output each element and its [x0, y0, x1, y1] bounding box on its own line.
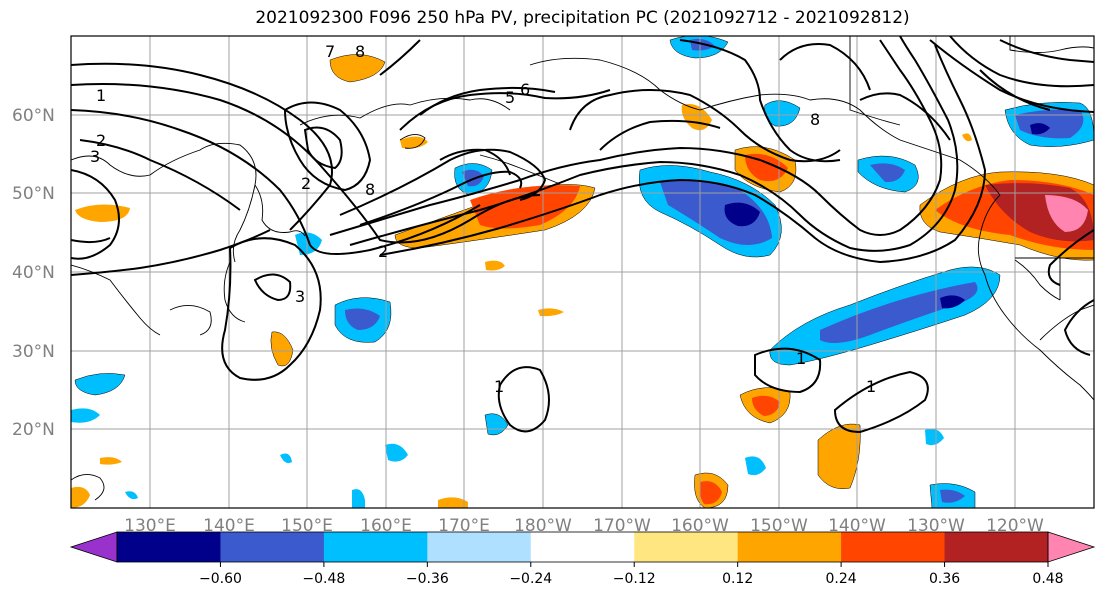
- contour-label: 1: [96, 86, 106, 105]
- contour-label: 8: [810, 110, 820, 129]
- lat-label: 30°N: [12, 342, 55, 362]
- lon-label: 170°W: [593, 516, 651, 536]
- contour-label: 3: [90, 147, 100, 166]
- contour-label: 5: [505, 88, 515, 107]
- lon-label: 140°E: [203, 516, 255, 536]
- graticule: [71, 36, 1094, 508]
- contour-label: 1: [494, 377, 504, 396]
- contour-label: 7: [325, 42, 335, 61]
- colorbar-tick-label: −0.24: [509, 571, 552, 587]
- colorbar-segment: [117, 532, 221, 562]
- colorbar-tick-label: −0.48: [302, 571, 345, 587]
- colorbar-tick-label: −0.12: [613, 571, 656, 587]
- lon-label: 130°E: [124, 516, 176, 536]
- map-frame: [70, 35, 1095, 509]
- colorbar-segment: [634, 532, 739, 562]
- colorbar-extend-high: [1047, 531, 1096, 563]
- lon-label: 160°W: [671, 516, 729, 536]
- contour-label: 1: [866, 377, 876, 396]
- colorbar-tick-label: 0.36: [929, 571, 960, 587]
- contour-label: 3: [295, 287, 305, 306]
- lon-label: 140°W: [828, 516, 886, 536]
- lat-label: 60°N: [12, 106, 55, 126]
- lon-label: 160°E: [360, 516, 412, 536]
- colorbar-tick-label: −0.36: [406, 571, 449, 587]
- colorbar-segment: [944, 532, 1049, 562]
- lon-label: 120°W: [986, 516, 1044, 536]
- contour-label: 2: [378, 242, 388, 261]
- contour-label: 6: [520, 80, 530, 99]
- pv-contours: [71, 36, 1094, 434]
- longitude-labels: 130°E 140°E 150°E 160°E 170°E 180°W 170°…: [124, 516, 1044, 536]
- colorbar-frame: [116, 531, 1049, 563]
- colorbar-segment: [323, 532, 428, 562]
- colorbar-tick-label: 0.24: [826, 571, 857, 587]
- chart-title: 2021092300 F096 250 hPa PV, precipitatio…: [255, 8, 910, 28]
- contour-label: 1: [796, 349, 806, 368]
- colorbar-extend-low: [69, 531, 118, 563]
- lon-label: 180°W: [514, 516, 572, 536]
- colorbar-segment: [220, 532, 325, 562]
- colorbar-segment: [737, 532, 842, 562]
- colorbar-tick-label: −0.60: [199, 571, 242, 587]
- map-plot-area: 1 2 3 5 6 8 2 2 3 1 1 1 8 7 8: [71, 36, 1094, 508]
- contour-label: 2: [96, 131, 106, 150]
- lon-label: 170°E: [438, 516, 490, 536]
- contour-labels: 1 2 3 5 6 8 2 2 3 1 1 1 8 7 8: [90, 42, 876, 396]
- colorbar-segment: [530, 532, 635, 562]
- latitude-labels: 60°N 50°N 40°N 30°N 20°N: [12, 106, 55, 440]
- contour-label: 8: [365, 180, 375, 199]
- lat-label: 50°N: [12, 184, 55, 204]
- colorbar: −0.60 −0.48 −0.36 −0.24 −0.12 0.12 0.24 0.36 0.4…: [69, 531, 1096, 587]
- lon-label: 130°W: [907, 516, 965, 536]
- colorbar-tick-label: 0.12: [722, 571, 753, 587]
- lat-label: 40°N: [12, 263, 55, 283]
- lat-label: 20°N: [12, 420, 55, 440]
- lon-label: 150°E: [281, 516, 333, 536]
- contour-label: 2: [301, 174, 311, 193]
- contour-label: 8: [355, 42, 365, 61]
- colorbar-segment: [427, 532, 532, 562]
- colorbar-segment: [841, 532, 946, 562]
- colorbar-tick-label: 0.48: [1032, 571, 1063, 587]
- lon-label: 150°W: [750, 516, 808, 536]
